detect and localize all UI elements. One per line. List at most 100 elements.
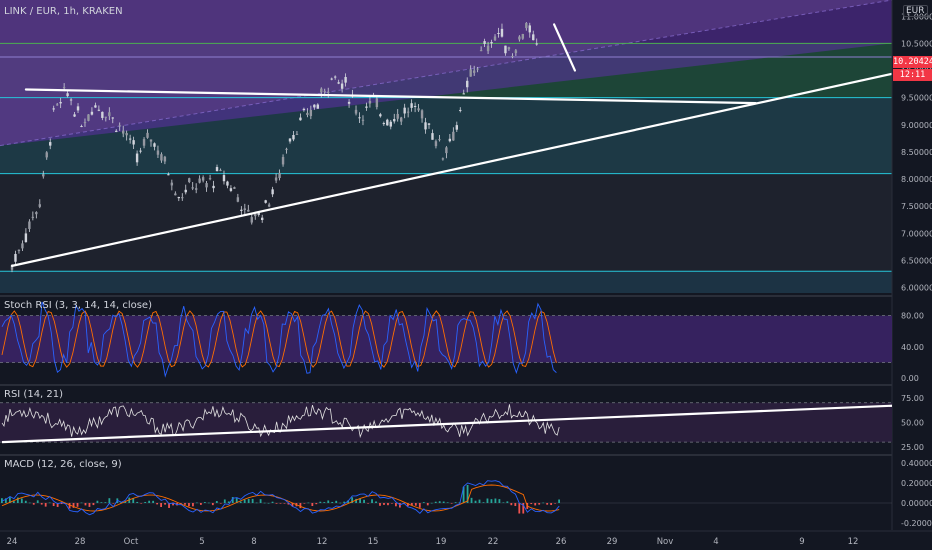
candle-body-129	[459, 109, 462, 111]
macd-hist-bar-11	[44, 503, 47, 507]
macd-hist-bar-99	[395, 503, 397, 507]
macd-hist-bar-84	[335, 500, 338, 503]
macd-hist-bar-39	[156, 503, 159, 505]
trendline-1[interactable]	[24, 88, 757, 105]
candle-body-69	[250, 217, 253, 223]
rsi-y-tick-0: 75.00	[901, 394, 924, 403]
candle-body-121	[431, 133, 434, 140]
macd-hist-bar-119	[474, 500, 477, 503]
candle-body-138	[490, 41, 493, 44]
candle-body-143	[507, 47, 511, 50]
macd-hist-bar-23	[92, 503, 95, 506]
candle-body-1	[14, 253, 17, 262]
macd-y-tick-2: 0.00000	[901, 499, 932, 508]
candle-body-52	[191, 187, 194, 189]
macd-hist-bar-3	[12, 501, 15, 503]
candle-body-132	[469, 69, 472, 77]
candle-body-116	[413, 105, 417, 107]
candle-body-146	[518, 36, 521, 40]
macd-label[interactable]: MACD (12, 26, close, 9)	[4, 459, 122, 470]
stoch-band	[0, 315, 892, 363]
macd-hist-bar-120	[478, 499, 481, 503]
macd-hist-bar-65	[259, 499, 262, 503]
candle-body-87	[313, 104, 316, 108]
candle-body-142	[504, 45, 507, 54]
candle-body-13	[55, 104, 59, 106]
macd-hist-bar-14	[56, 503, 59, 507]
macd-hist-bar-89	[355, 498, 358, 503]
stoch-y-tick-1: 40.00	[901, 343, 924, 352]
macd-hist-bar-68	[271, 501, 274, 503]
candle-body-112	[400, 117, 403, 122]
macd-hist-bar-122	[486, 498, 489, 503]
macd-hist-bar-26	[104, 502, 107, 503]
macd-hist-bar-109	[434, 501, 437, 503]
rsi-trendline[interactable]	[1, 404, 893, 444]
trendline-2[interactable]	[552, 23, 577, 72]
candle-body-29	[111, 117, 114, 119]
macd-hist-bar-83	[331, 501, 334, 503]
trendline-0[interactable]	[10, 72, 896, 267]
macd-hist-bar-1	[4, 498, 7, 503]
macd-hist-bar-138	[550, 503, 553, 506]
candle-body-118	[420, 110, 424, 119]
macd-hist-bar-57	[227, 501, 230, 503]
candle-body-70	[254, 212, 257, 217]
candle-body-119	[424, 122, 427, 130]
macd-hist-bar-67	[267, 502, 270, 504]
candle-body-80	[288, 138, 292, 142]
macd-hist-bar-126	[502, 502, 505, 504]
candle-body-11	[49, 142, 52, 146]
price-axis[interactable]	[892, 0, 932, 550]
macd-hist-bar-82	[327, 500, 330, 503]
candle-body-66	[240, 209, 243, 211]
macd-hist-bar-125	[498, 499, 501, 503]
macd-hist-bar-104	[414, 503, 417, 506]
candle-body-89	[320, 88, 323, 93]
candle-body-74	[267, 204, 271, 207]
macd-hist-bar-8	[32, 503, 35, 505]
candle-body-134	[476, 68, 479, 70]
stoch-d-line	[1, 310, 557, 368]
macd-hist-bar-48	[192, 503, 194, 507]
x-tick-3: 5	[199, 537, 204, 547]
macd-hist-bar-43	[172, 503, 174, 506]
macd-hist-bar-91	[363, 499, 365, 503]
stoch-rsi-label[interactable]: Stoch RSI (3, 3, 14, 14, close)	[4, 300, 152, 311]
candle-body-81	[292, 134, 295, 140]
candle-body-31	[118, 125, 121, 127]
macd-hist-bar-137	[546, 503, 549, 505]
main-y-tick-3: 9.50000	[901, 94, 932, 103]
macd-hist-bar-27	[108, 498, 111, 503]
macd-hist-bar-22	[88, 503, 91, 507]
candle-body-25	[97, 109, 101, 111]
candle-body-68	[247, 209, 250, 212]
macd-hist-bar-46	[184, 503, 186, 505]
candle-body-40	[149, 139, 153, 142]
macd-hist-bar-111	[442, 501, 445, 503]
candle-body-63	[229, 188, 233, 191]
macd-hist-bar-79	[315, 503, 318, 505]
main-y-tick-9: 6.50000	[901, 256, 932, 265]
candle-body-139	[493, 36, 497, 41]
candle-body-54	[198, 178, 201, 183]
rsi-label[interactable]: RSI (14, 21)	[4, 389, 64, 400]
candle-body-105	[375, 98, 379, 108]
candle-body-137	[486, 45, 490, 52]
candle-body-99	[354, 109, 358, 114]
macd-hist-bar-61	[243, 499, 246, 503]
currency-label[interactable]: EUR	[903, 5, 928, 17]
macd-hist-bar-128	[510, 503, 513, 506]
candle-body-37	[139, 150, 142, 152]
candle-body-34	[128, 138, 132, 140]
macd-hist-bar-72	[287, 503, 290, 505]
macd-hist-bar-13	[52, 503, 55, 507]
candle-body-28	[108, 112, 111, 117]
candle-body-86	[309, 109, 313, 117]
main-y-tick-8: 7.00000	[901, 229, 932, 238]
macd-hist-bar-24	[96, 500, 99, 503]
candle-body-95	[340, 83, 344, 89]
candle-body-77	[278, 172, 281, 179]
macd-hist-bar-35	[140, 503, 143, 504]
